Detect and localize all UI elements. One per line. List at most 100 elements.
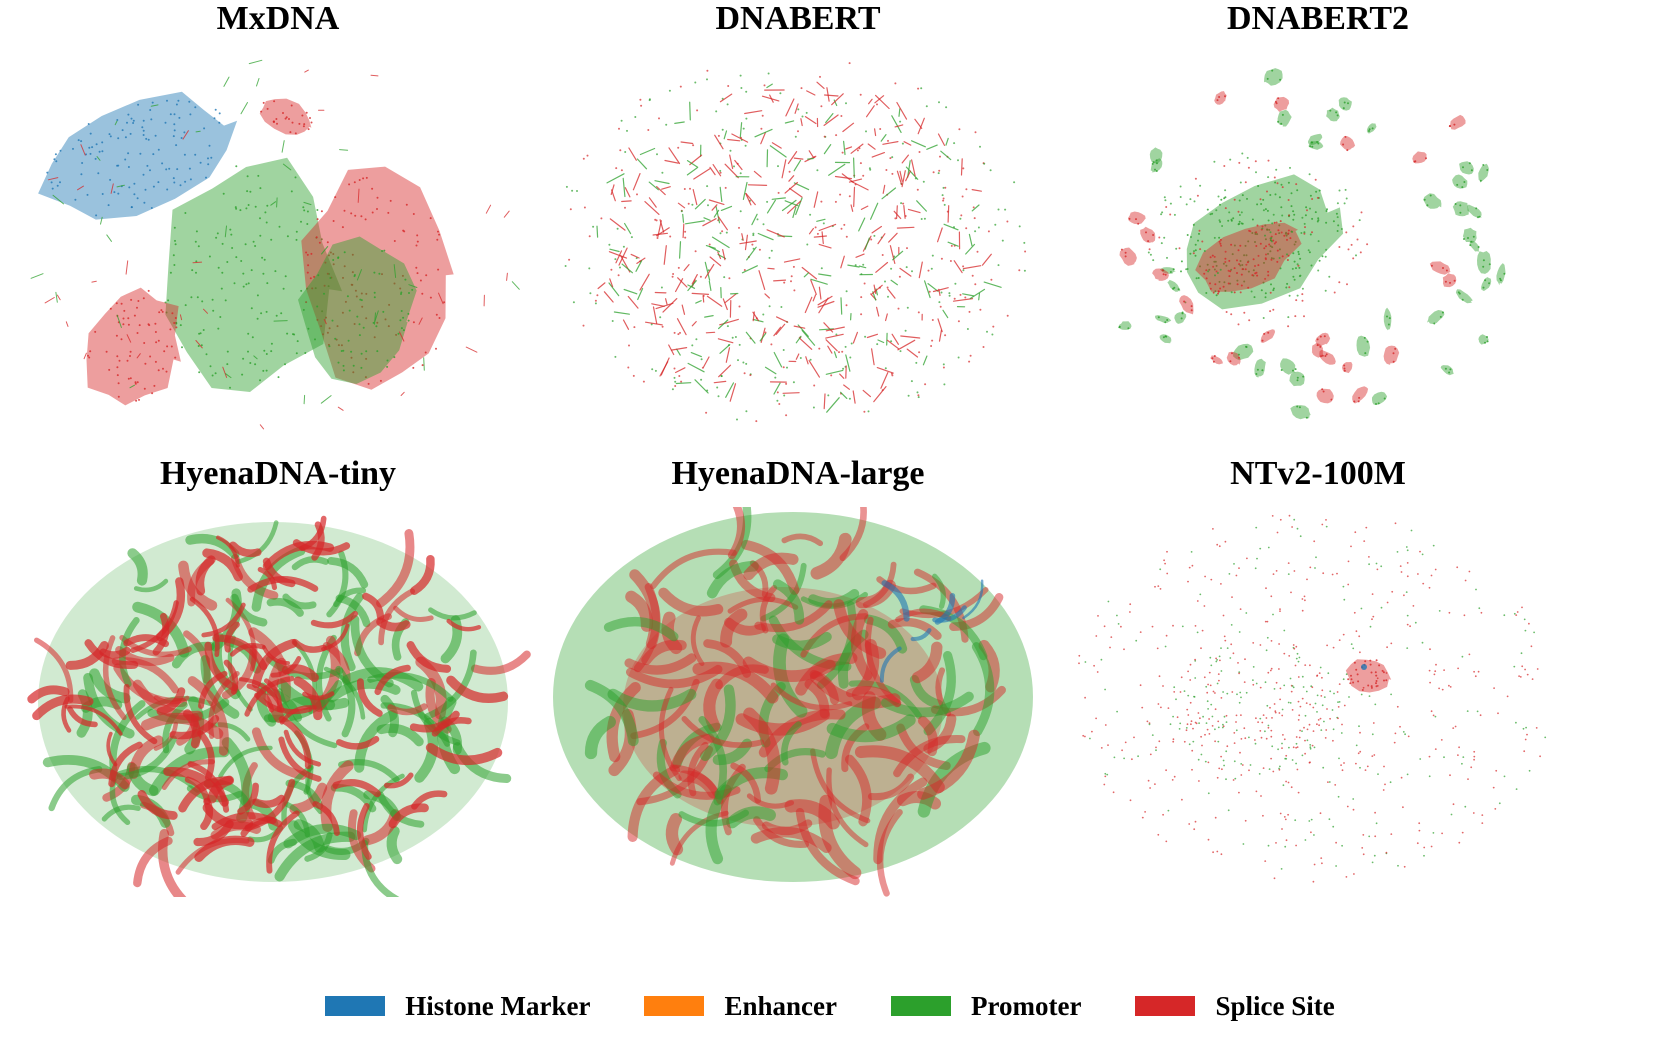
scatter-point [1167,707,1170,709]
scatter-point [1478,607,1481,610]
scatter-streak [156,687,186,716]
scatter-streak [665,812,684,856]
scatter-point [300,289,303,292]
scatter-point [1316,220,1319,223]
scatter-plot [564,62,1027,423]
scatter-point [1262,281,1265,284]
scatter-point [247,350,249,353]
scatter-point [1288,214,1290,217]
scatter-point [1294,664,1297,667]
scatter-streak [801,329,816,346]
scatter-point [706,78,708,81]
scatter-point [126,359,129,362]
scatter-point [671,275,674,278]
scatter-point [1224,261,1227,263]
scatter-point [1428,755,1431,758]
scatter-streak [204,641,239,692]
scatter-point [957,320,960,323]
cluster-splice-site [259,98,313,135]
scatter-point [1374,671,1377,674]
cluster-fill [1118,321,1132,330]
scatter-point [1305,690,1308,693]
scatter-point [1322,390,1325,393]
scatter-streak [702,218,717,227]
scatter-point [127,323,130,326]
scatter-point [1330,398,1333,401]
scatter-point [350,350,353,353]
scatter-point [270,238,273,241]
scatter-point [1299,535,1302,538]
scatter-point [1241,194,1244,197]
scatter-point [1279,687,1282,690]
scatter-streak [962,579,984,620]
scatter-point [733,165,735,168]
scatter-point [1544,736,1547,739]
scatter-point [1260,203,1263,205]
scatter-point [1180,260,1183,263]
scatter-point [1192,740,1195,743]
scatter-point [246,175,249,178]
scatter-point [402,229,405,232]
scatter-streak [761,95,780,102]
scatter-point [1278,224,1281,227]
scatter-point [1476,710,1479,713]
cluster-fill [1280,358,1296,375]
scatter-point [1347,560,1350,563]
scatter-point [1272,287,1275,290]
scatter-streak [784,799,840,830]
scatter-point [671,388,674,391]
scatter-streak [971,204,980,212]
scatter-point [353,323,356,325]
scatter-point [265,353,268,355]
scatter-point [1417,573,1419,575]
scatter-point [661,171,664,174]
scatter-point [367,382,370,385]
scatter-streak [692,189,698,206]
scatter-point [1198,780,1200,782]
scatter-point [120,302,123,305]
scatter-point [1238,161,1241,164]
scatter-point [1123,648,1125,651]
island-cluster [1118,321,1132,330]
scatter-point [1371,127,1374,130]
scatter-point [1306,578,1308,581]
scatter-streak [727,138,741,142]
island-cluster [1412,151,1427,164]
scatter-point [1255,245,1258,247]
panel-hyenadna-large: HyenaDNA-large [538,455,1058,915]
scatter-point [1218,767,1221,770]
scatter-point [674,380,677,383]
scatter-point [1179,691,1182,693]
scatter-point [1175,698,1177,701]
scatter-point [157,369,160,372]
scatter-point [968,310,971,313]
scatter-point [1203,605,1206,607]
scatter-point [835,134,838,137]
scatter-point [592,225,595,228]
scatter-point [1518,675,1520,677]
scatter-point [231,247,234,249]
scatter-point [1149,787,1151,789]
scatter-streak [879,646,902,683]
scatter-point [1519,676,1522,678]
scatter-point [1107,600,1110,603]
scatter-point [957,356,960,359]
scatter-streak [804,115,817,125]
scatter-point [365,357,368,360]
scatter-point [250,307,253,310]
scatter-point [1452,727,1455,729]
scatter-point [1317,217,1320,220]
scatter-point [673,376,676,379]
scatter-point [1281,708,1284,711]
scatter-point [1372,615,1375,618]
scatter-streak [356,678,383,717]
scatter-point [1236,259,1238,262]
scatter-streak [110,183,114,194]
scatter-point [1238,356,1240,359]
scatter-point [190,296,193,299]
scatter-point [1255,790,1258,793]
scatter-point [987,230,990,233]
scatter-point [1302,686,1305,688]
scatter-point [1199,248,1202,251]
island-cluster [1280,358,1297,375]
